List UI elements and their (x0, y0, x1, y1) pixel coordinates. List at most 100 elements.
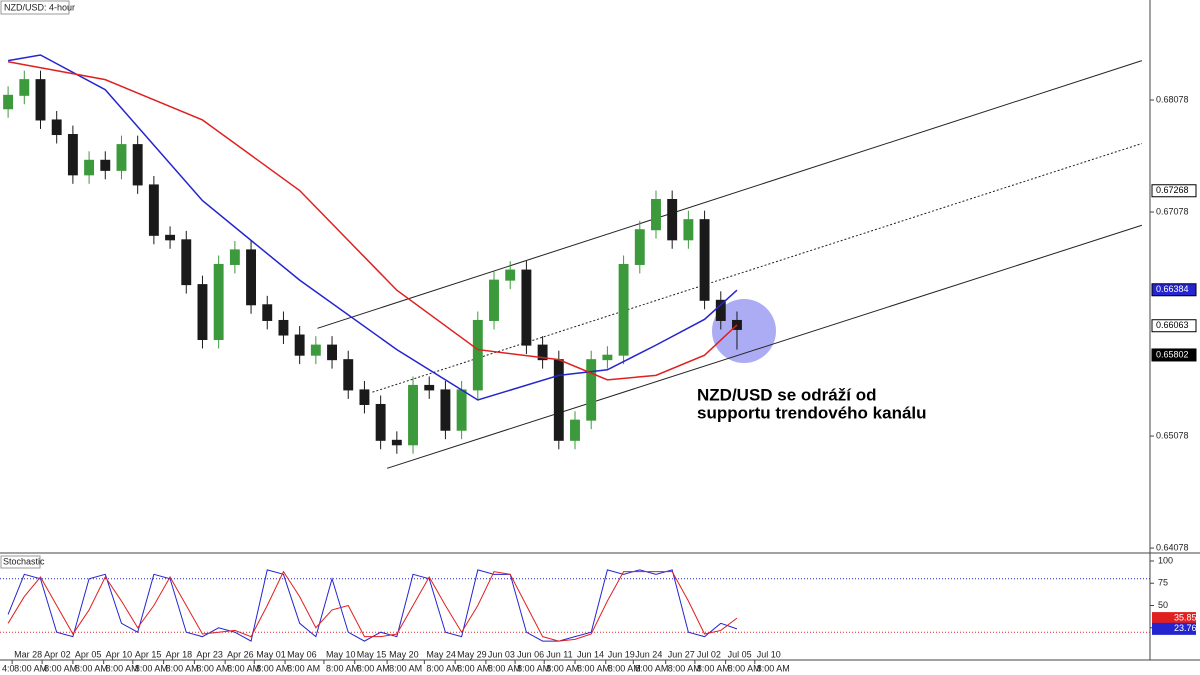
x-tick-label: Jun 27 (668, 649, 695, 659)
stoch-value-label: 35.85 (1174, 612, 1197, 622)
x-time-label: 8:00 AM (135, 663, 168, 673)
trend-line (317, 60, 1143, 329)
x-tick-label: May 15 (357, 649, 387, 659)
x-tick-label: Jul 05 (728, 649, 752, 659)
x-tick-label: Mar 28 (14, 649, 42, 659)
stoch-value-label: 23.76 (1174, 623, 1197, 633)
candle-body (165, 234, 176, 241)
candle-body (570, 419, 580, 441)
x-tick-label: Apr 10 (106, 649, 133, 659)
x-tick-label: May 01 (256, 649, 286, 659)
stoch-line (7, 570, 738, 642)
moving-average (7, 54, 738, 401)
stoch-title: Stochastic (3, 556, 45, 566)
x-time-label: 8:00 AM (357, 663, 390, 673)
x-time-label: 8:00 AM (577, 663, 610, 673)
price-label: 0.66063 (1156, 320, 1189, 330)
x-tick-label: Jun 11 (546, 649, 572, 659)
candle-body (359, 389, 370, 405)
x-time-label: 8:00 AM (546, 663, 579, 673)
stoch-value-box (1152, 612, 1196, 625)
x-time-label: 8:00 AM (227, 663, 260, 673)
y-tick-label: 0.64078 (1156, 542, 1189, 552)
x-tick-label: Apr 18 (166, 649, 193, 659)
candle-body (391, 439, 402, 446)
candle-body (699, 219, 710, 301)
y-tick-label: 100 (1158, 555, 1173, 565)
x-time-label: 8:00 AM (457, 663, 490, 673)
x-time-label: 8:00 AM (517, 663, 550, 673)
candle-body (262, 304, 273, 321)
candle-body (132, 144, 143, 186)
candle-body (278, 319, 289, 336)
candle-body (651, 198, 661, 231)
candle-body (521, 269, 532, 346)
x-time-label: 8:00 AM (697, 663, 730, 673)
y-tick-label: 0.65078 (1156, 430, 1189, 440)
candle-body (84, 159, 95, 176)
candle-body (440, 389, 451, 431)
candle-body (246, 249, 257, 306)
candle-body (100, 159, 111, 171)
candle-body (197, 284, 208, 341)
x-tick-label: May 10 (326, 649, 356, 659)
candle-body (424, 384, 435, 391)
candle-body (375, 403, 386, 441)
candle-body (229, 249, 240, 265)
stoch-title-box (0, 555, 41, 569)
candle-body (67, 134, 78, 176)
price-label: 0.65802 (1156, 349, 1189, 359)
candle-body (148, 184, 159, 236)
trend-line (386, 224, 1143, 469)
title-box (0, 0, 70, 15)
y-tick-label: 50 (1158, 600, 1168, 610)
x-tick-label: May 06 (287, 649, 317, 659)
x-tick-label: Apr 05 (75, 649, 102, 659)
x-tick-label: Apr 26 (227, 649, 254, 659)
x-tick-label: May 29 (457, 649, 487, 659)
x-time-label: 8:00 AM (668, 663, 701, 673)
highlight-circle (712, 299, 776, 363)
candle-body (343, 359, 354, 391)
candle-body (408, 384, 418, 446)
x-time-label: 8:00 AM (757, 663, 790, 673)
candle-body (586, 359, 597, 421)
x-tick-label: May 24 (426, 649, 456, 659)
x-time-label: 8:00 AM (608, 663, 641, 673)
candle-body (618, 263, 629, 356)
stoch-value-box (1152, 622, 1196, 635)
x-time-label: 8:00 AM (488, 663, 521, 673)
candle-body (213, 263, 224, 341)
candle-body (505, 269, 516, 281)
candle-body (116, 144, 127, 171)
x-tick-label: May 20 (389, 649, 419, 659)
x-time-label: 8:00 AM (287, 663, 320, 673)
candle-body (472, 319, 483, 391)
candle-body (732, 319, 742, 330)
trend-line (372, 143, 1143, 393)
y-tick-label: 75 (1158, 578, 1168, 588)
x-time-label: 8:00 AM (635, 663, 668, 673)
candle-body (715, 299, 726, 321)
candle-body (537, 344, 548, 361)
y-tick-label: 0.68078 (1156, 94, 1189, 104)
candle-body (181, 239, 192, 286)
price-label: 0.66384 (1156, 284, 1189, 294)
candle-body (553, 359, 564, 441)
price-label: 0.67268 (1156, 185, 1189, 195)
x-time-label: 4:0 (2, 663, 15, 673)
candle-body (19, 79, 30, 96)
x-tick-label: Jul 02 (697, 649, 721, 659)
candle-body (35, 79, 46, 121)
x-time-label: 8:00 AM (44, 663, 77, 673)
y-tick-label: 0.67078 (1156, 206, 1189, 216)
candle-body (602, 354, 613, 361)
x-tick-label: Jun 19 (608, 649, 635, 659)
price-label-box (1151, 348, 1197, 362)
x-tick-label: Jun 24 (635, 649, 662, 659)
candle-body (327, 344, 337, 361)
candle-body (294, 334, 305, 356)
candle-body (3, 94, 14, 110)
x-time-label: 8:00 AM (166, 663, 199, 673)
